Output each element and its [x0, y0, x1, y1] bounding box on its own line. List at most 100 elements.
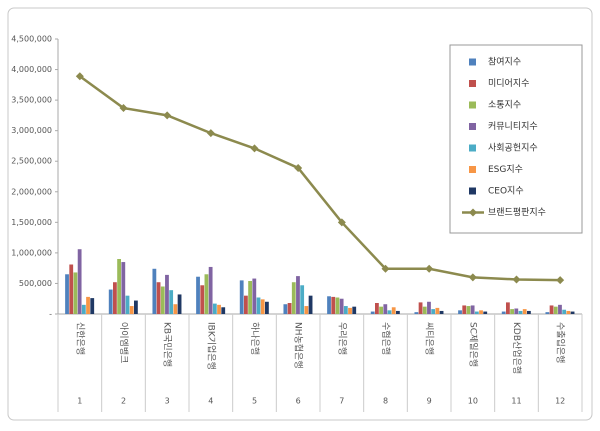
bar: [339, 298, 344, 314]
line-marker: [337, 218, 346, 227]
bar: [418, 302, 423, 314]
bar: [65, 274, 69, 314]
x-tick-label: 하나은행: [249, 322, 261, 355]
bar: [379, 306, 383, 314]
bar: [558, 304, 562, 314]
bar: [562, 309, 567, 314]
bar: [527, 310, 531, 314]
bar: [173, 304, 178, 314]
legend-swatch: [469, 144, 476, 152]
bar: [391, 307, 396, 314]
bar: [113, 282, 117, 314]
y-tick-label: 500,000: [19, 279, 52, 288]
line-marker: [294, 163, 303, 172]
x-group-label: 4: [208, 397, 213, 406]
x-tick-label: KB국민은행: [162, 322, 174, 367]
bar: [566, 310, 571, 314]
line-marker: [163, 111, 172, 120]
bar: [129, 306, 134, 314]
x-tick-label: 수협은행: [380, 322, 392, 355]
line-marker: [206, 129, 215, 138]
bar: [483, 311, 488, 314]
bar: [479, 310, 483, 314]
bar: [252, 278, 257, 314]
y-tick-label: 4,000,000: [11, 65, 52, 74]
bar: [134, 300, 138, 314]
bar: [165, 274, 169, 314]
bar: [90, 298, 95, 314]
bar: [549, 305, 554, 314]
bar: [327, 296, 331, 314]
legend-swatch: [469, 101, 476, 109]
bar: [121, 262, 126, 314]
bar: [69, 264, 74, 314]
x-group-label: 1: [77, 397, 82, 406]
bar: [177, 294, 182, 314]
x-group-label: 6: [296, 397, 301, 406]
x-tick-label: SC제일은행: [467, 322, 479, 367]
x-group-label: 12: [555, 397, 565, 406]
x-tick-label: 신한은행: [74, 322, 86, 355]
y-tick-label: 3,000,000: [11, 126, 52, 135]
x-group-label: 8: [383, 397, 388, 406]
bar: [169, 290, 174, 314]
line-marker: [75, 72, 84, 81]
bar: [117, 259, 121, 314]
y-tick-label: 1,500,000: [11, 218, 52, 227]
bar: [287, 303, 292, 314]
bar: [427, 301, 431, 314]
line: [79, 75, 561, 282]
legend-swatch: [469, 80, 476, 87]
bar: [291, 282, 296, 314]
bar: [462, 305, 467, 314]
line-marker: [381, 264, 390, 273]
x-group-label: 2: [121, 397, 126, 406]
legend-marker: [469, 208, 477, 217]
bar: [208, 266, 213, 314]
legend-label: 사회공헌지수: [488, 143, 538, 154]
bar: [370, 311, 375, 314]
legend-label: 참여지수: [488, 56, 521, 68]
line-marker: [250, 144, 259, 153]
bar: [200, 285, 205, 314]
bar: [431, 309, 436, 314]
bar: [152, 268, 157, 314]
x-group-label: 3: [165, 397, 170, 406]
bar: [553, 306, 558, 314]
y-tick-label: -: [49, 310, 52, 319]
line-marker: [512, 275, 521, 284]
bar: [265, 301, 269, 314]
x-group-label: 7: [339, 397, 344, 406]
x-tick-label: IBK기업은행: [205, 322, 217, 370]
y-tick-label: 4,500,000: [11, 35, 52, 44]
bar: [383, 304, 388, 314]
bar: [518, 310, 523, 314]
bar: [570, 311, 575, 314]
legend-box: [449, 44, 583, 234]
line-marker: [468, 273, 477, 282]
bar: [435, 307, 440, 314]
bar: [506, 302, 510, 314]
bar: [86, 296, 90, 314]
bar: [308, 295, 313, 314]
bar: [283, 304, 288, 314]
legend-label: CEO지수: [488, 186, 524, 197]
bar: [458, 310, 462, 314]
bar: [422, 306, 427, 314]
bar: [260, 299, 265, 314]
bar: [352, 306, 357, 314]
legend-swatch: [469, 187, 476, 195]
bar: [514, 308, 519, 314]
bar: [108, 289, 113, 314]
x-tick-label: KDB산업은행: [511, 322, 523, 374]
bar: [73, 272, 78, 314]
bar: [335, 297, 340, 314]
legend-swatch: [469, 123, 476, 130]
bar: [510, 309, 514, 314]
y-tick-label: 1,000,000: [11, 248, 52, 257]
bar: [160, 286, 165, 314]
x-group-label: 10: [468, 397, 478, 406]
bar: [196, 276, 200, 314]
x-tick-label: NH농협은행: [293, 322, 305, 369]
bar: [256, 297, 261, 314]
